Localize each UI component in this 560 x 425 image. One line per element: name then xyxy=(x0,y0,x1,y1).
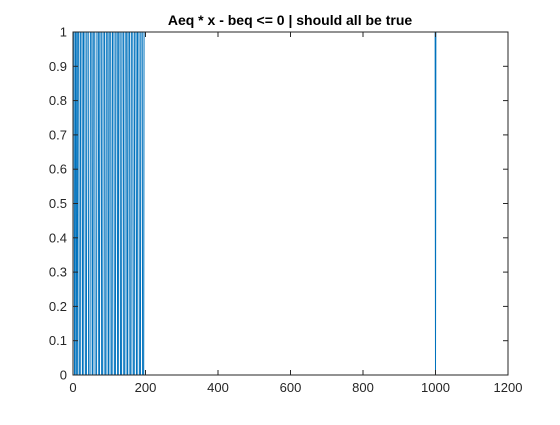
y-tick-label: 0.6 xyxy=(49,162,67,177)
axes: 0 200 400 600 800 1000 1200 0 0.1 0.2 0.3 0.4 0.5 0.6… xyxy=(49,25,523,396)
y-tick-label: 0.1 xyxy=(49,333,67,348)
x-tick-label: 800 xyxy=(352,380,374,395)
x-tick-label: 1200 xyxy=(494,380,523,395)
y-tick-label: 0.5 xyxy=(49,196,67,211)
x-tick-label: 0 xyxy=(69,380,76,395)
x-tick-label: 600 xyxy=(280,380,302,395)
y-tick-label: 0.9 xyxy=(49,59,67,74)
y-tick-label: 0.7 xyxy=(49,127,67,142)
y-tick-label: 1 xyxy=(60,25,67,40)
y-tick-label: 0 xyxy=(60,368,67,383)
y-tick-label: 0.8 xyxy=(49,93,67,108)
y-tick-label: 0.4 xyxy=(49,230,67,245)
x-tick-label: 1000 xyxy=(421,380,450,395)
y-tick-label: 0.3 xyxy=(49,265,67,280)
plot-area xyxy=(73,31,437,376)
series-line-1 xyxy=(73,31,437,376)
chart-title: Aeq * x - beq <= 0 | should all be true xyxy=(168,12,413,28)
y-tick-label: 0.2 xyxy=(49,299,67,314)
x-tick-label: 400 xyxy=(207,380,229,395)
x-tick-label: 200 xyxy=(135,380,157,395)
axes-box xyxy=(72,31,509,376)
